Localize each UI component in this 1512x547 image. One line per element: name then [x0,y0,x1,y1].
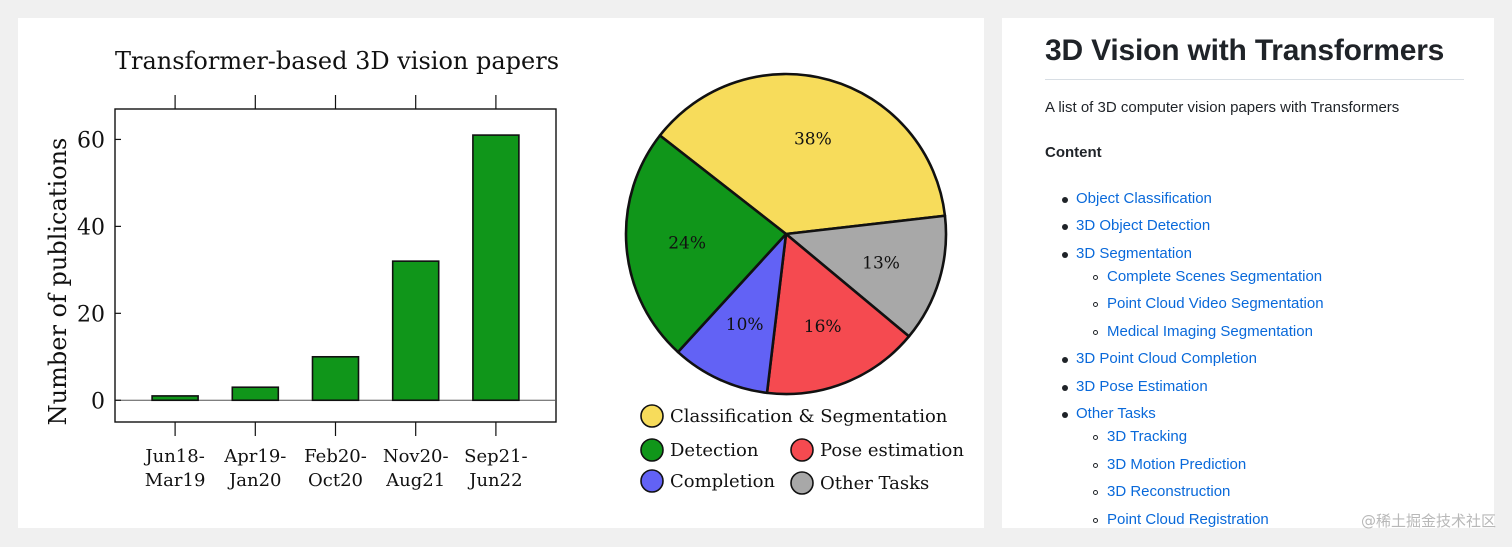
legend-swatch [790,471,814,495]
legend-swatch [790,438,814,462]
toc-link-other-tasks[interactable]: Other Tasks [1076,405,1156,422]
list-bullet [1062,252,1068,258]
legend-swatch [640,469,664,493]
y-tick-label: 40 [77,215,105,240]
pie-slice-classification-segmentation [658,72,947,236]
list-bullet [1093,463,1098,468]
pie-slice-label: 16% [804,317,842,337]
legend-label: Classification & Segmentation [670,406,948,427]
bar-feb20-oct20 [311,355,360,402]
y-tick-label: 0 [91,389,105,414]
toc-link-medical-imaging-segmentation[interactable]: Medical Imaging Segmentation [1107,323,1313,340]
x-tick-label: Oct20 [308,470,363,491]
pie-slice-pose-estimation [765,232,911,396]
toc-link-3d-object-detection[interactable]: 3D Object Detection [1076,217,1211,234]
legend-label: Pose estimation [820,440,964,461]
x-tick-label: Feb20- [304,446,367,467]
legend-swatch [640,438,664,462]
pie-slice-other-tasks [784,214,948,338]
list-bullet [1062,224,1068,230]
y-tick-label: 20 [77,302,105,327]
list-bullet [1062,385,1068,391]
x-tick-label: Jun22 [467,470,522,491]
legend-label: Other Tasks [820,473,929,494]
list-bullet [1093,302,1098,307]
list-bullet [1093,518,1098,523]
pie-slice-label: 13% [862,253,900,273]
pie-slice-detection [624,134,788,354]
table-of-contents: Object Classification 3D Object Detection… [1002,18,1494,528]
figure-panel: Transformer-based 3D vision papers 0 20 40 6… [18,18,984,528]
list-bullet [1062,412,1068,418]
bar-nov20-aug21 [391,260,440,402]
x-tick-label: Aug21 [385,470,445,491]
readme-panel: 3D Vision with Transformers A list of 3D… [1002,18,1494,528]
legend-label: Detection [670,440,759,461]
y-axis-label: Number of publications [44,138,72,426]
toc-link-3d-point-cloud-completion[interactable]: 3D Point Cloud Completion [1076,350,1257,367]
x-tick-label: Jan20 [227,470,281,491]
toc-link-3d-pose-estimation[interactable]: 3D Pose Estimation [1076,378,1208,395]
pie-slice-label: 24% [668,233,706,253]
toc-link-point-cloud-video-segmentation[interactable]: Point Cloud Video Segmentation [1107,295,1324,312]
x-tick-label: Apr19- [223,446,286,467]
toc-link-3d-motion-prediction[interactable]: 3D Motion Prediction [1107,456,1247,473]
list-bullet [1093,490,1098,495]
list-bullet [1093,275,1098,280]
content-heading: Content [1045,144,1102,161]
bar-jun18-mar19 [151,395,199,402]
list-bullet [1093,435,1098,440]
readme-title: 3D Vision with Transformers [1045,34,1445,67]
bar-apr19-jan20 [231,386,280,402]
list-bullet [1062,197,1068,203]
figure-image: Transformer-based 3D vision papers 0 20 40 6… [44,47,964,495]
list-bullet [1062,357,1068,363]
x-tick-label: Mar19 [145,470,206,491]
title-divider [1045,79,1464,80]
legend-swatch [640,404,664,428]
toc-link-3d-tracking[interactable]: 3D Tracking [1107,428,1188,445]
readme-description: A list of 3D computer vision papers with… [1045,99,1400,116]
legend-label: Completion [670,471,775,492]
toc-link-3d-reconstruction[interactable]: 3D Reconstruction [1107,483,1231,500]
x-tick-label: Sep21- [464,446,528,467]
pie-slice-label: 10% [726,315,764,335]
toc-link-3d-segmentation[interactable]: 3D Segmentation [1076,245,1192,262]
toc-link-point-cloud-registration[interactable]: Point Cloud Registration [1107,511,1269,528]
bar-chart-title: Transformer-based 3D vision papers [115,47,559,75]
pie-slice-completion [676,232,788,395]
list-bullet [1093,330,1098,335]
watermark: @稀土掘金技术社区 [1360,512,1496,530]
toc-link-complete-scenes-segmentation[interactable]: Complete Scenes Segmentation [1107,268,1323,285]
x-tick-label: Jun18- [143,446,204,467]
toc-link-object-classification[interactable]: Object Classification [1076,190,1212,207]
bar-sep21-jun22 [472,134,520,402]
x-tick-label: Nov20- [383,446,449,467]
pie-slice-label: 38% [794,130,832,150]
y-tick-label: 60 [77,128,105,153]
